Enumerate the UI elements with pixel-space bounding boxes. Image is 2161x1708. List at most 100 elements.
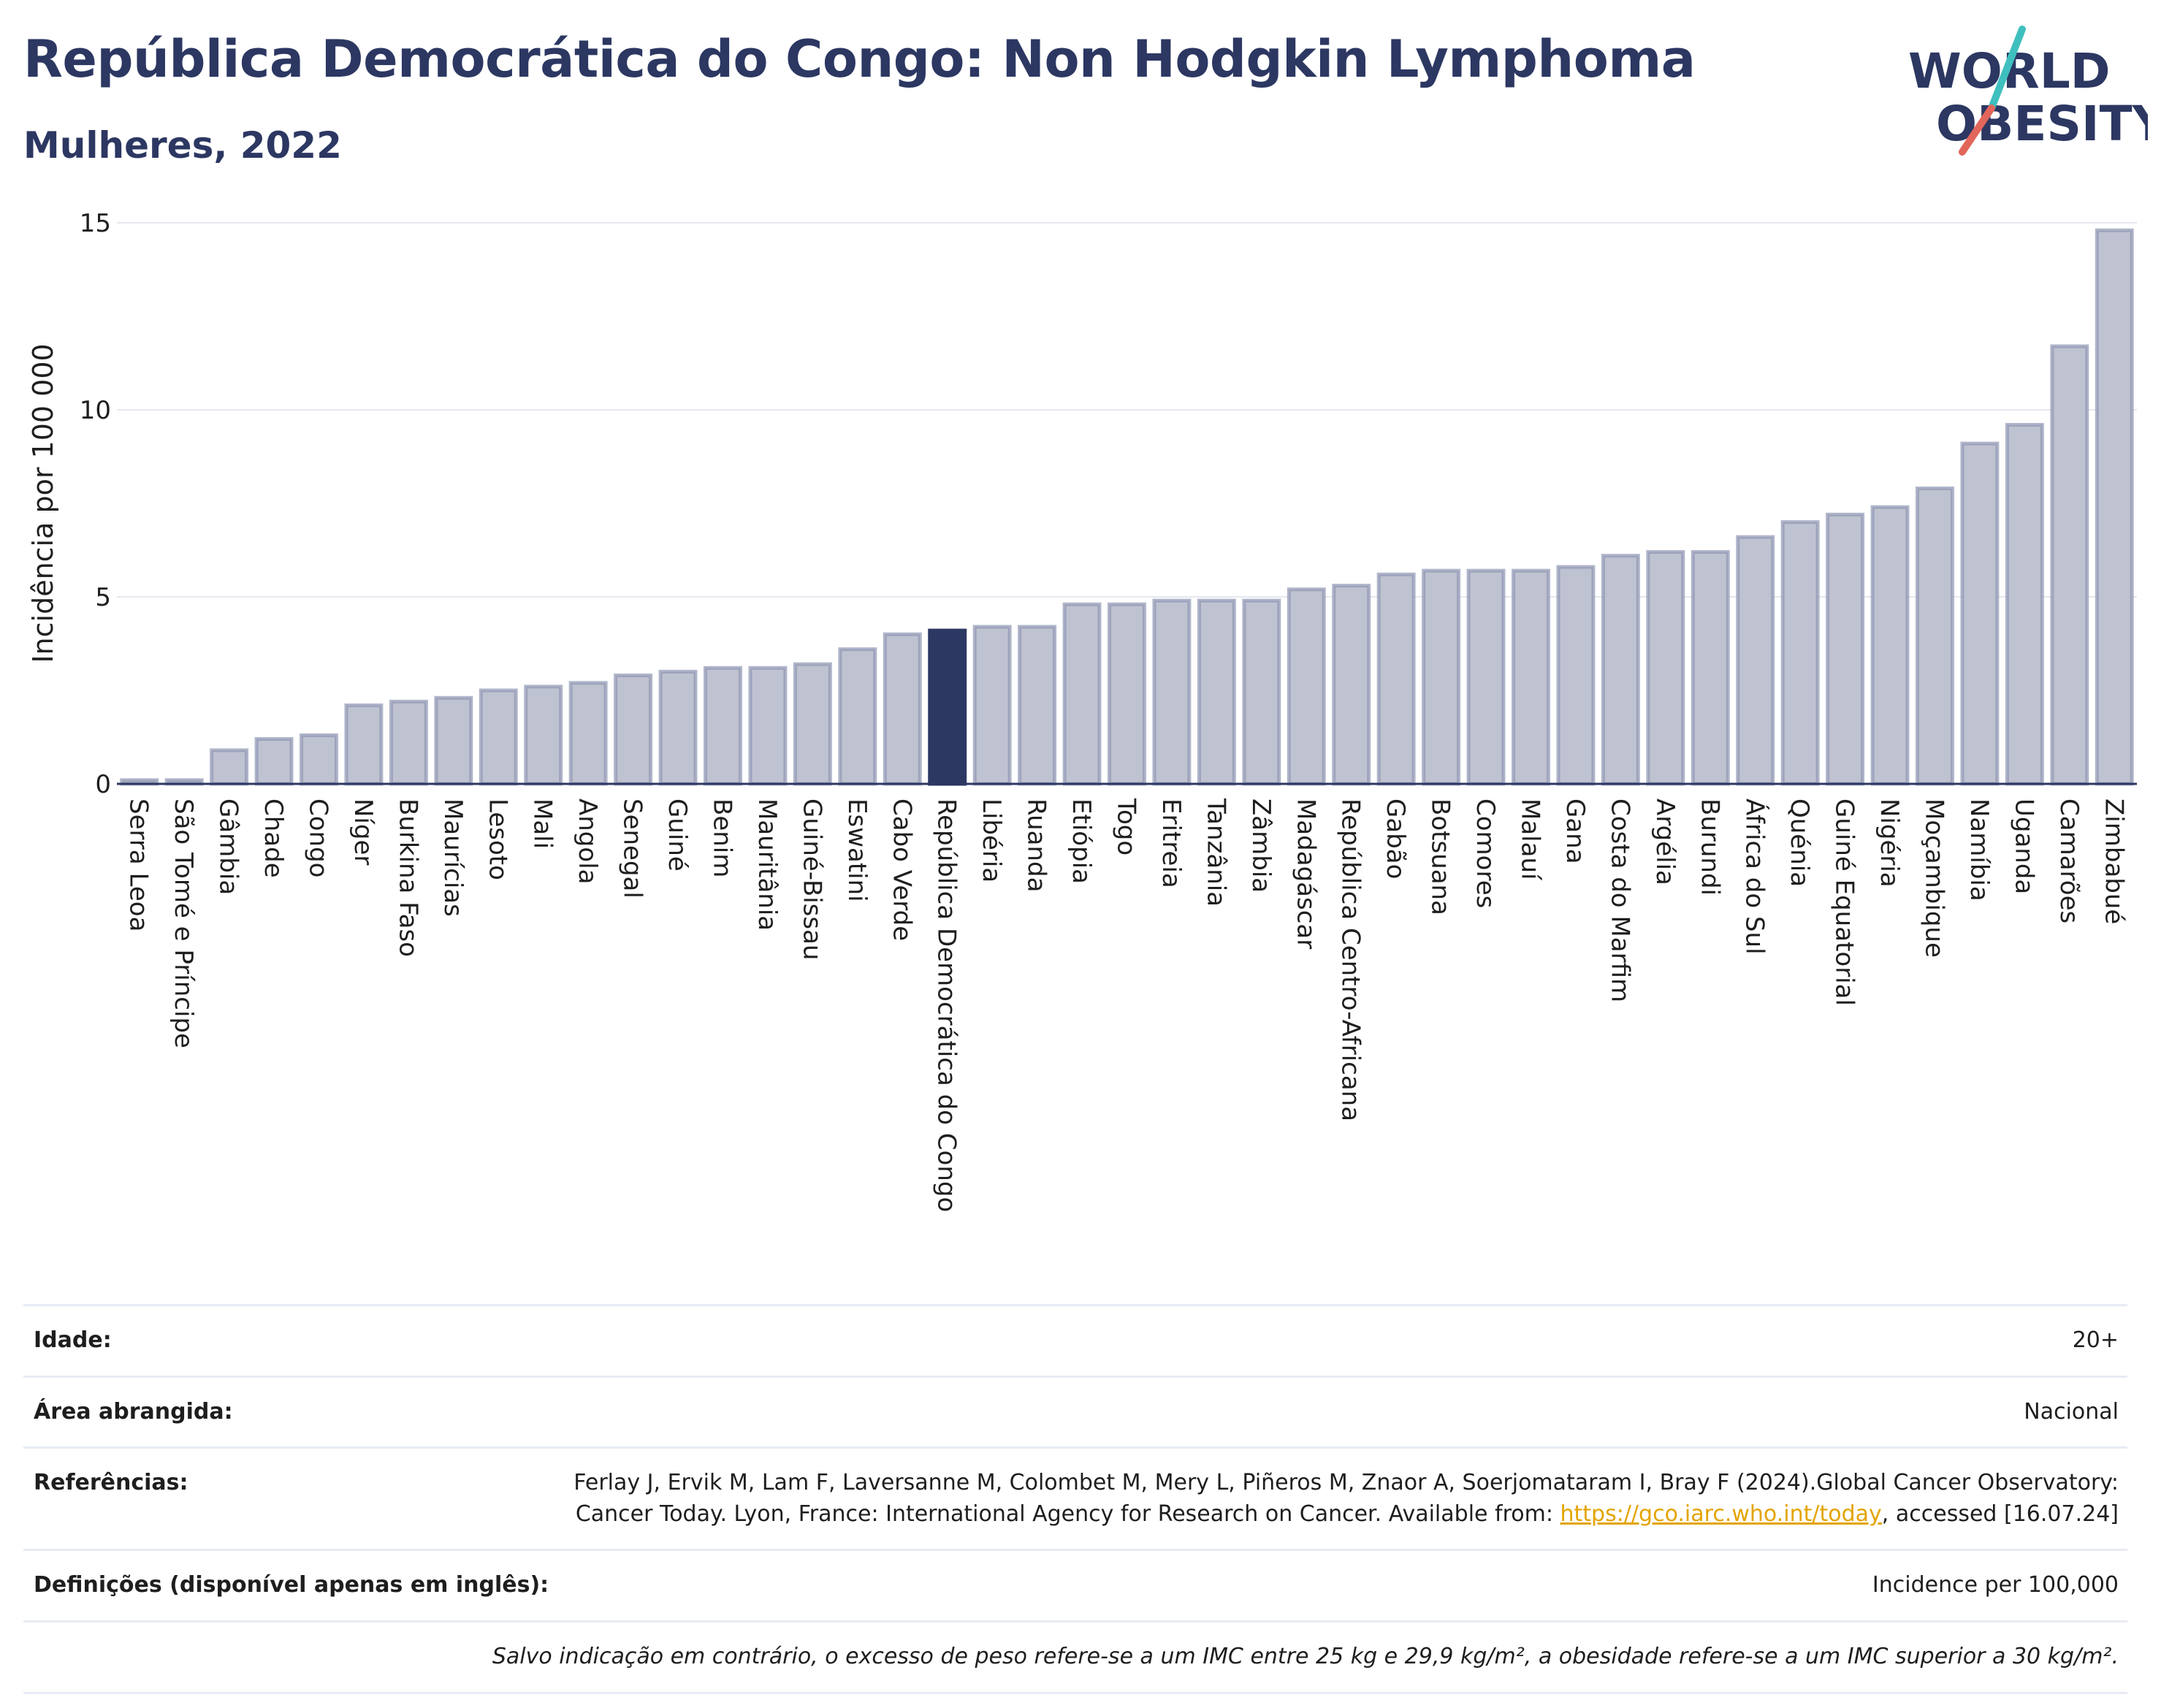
info-row-area: Área abrangida: Nacional: [23, 1375, 2127, 1447]
chart-subtitle: Mulheres, 2022: [23, 124, 342, 167]
logo-slash-teal: [1988, 26, 2026, 112]
bar: [658, 669, 698, 786]
bar: [1870, 505, 1910, 786]
bar: [1646, 550, 1685, 786]
bar: [254, 737, 294, 786]
x-tick-label: Gabão: [1381, 798, 1410, 879]
bar: [614, 674, 653, 786]
x-tick-label: República Democrática do Congo: [932, 798, 961, 1212]
bar: [1242, 598, 1281, 786]
bar-chart: 0 5 10 15 Incidência por 100 000 Serra Leoa Sã…: [27, 209, 2137, 1212]
x-tick-label: Burkina Faso: [393, 798, 422, 957]
x-tick-label: Zâmbia: [1246, 798, 1276, 893]
x-tick-label: Argélia: [1650, 798, 1680, 885]
x-tick-label: Guiné: [663, 798, 692, 872]
x-tick-label: São Tomé e Príncipe: [169, 798, 198, 1048]
bar: [2050, 344, 2089, 786]
x-tick-label: Togo: [1112, 798, 1141, 855]
x-tick-label: Costa do Marfim: [1605, 798, 1634, 1002]
bar: [1826, 512, 1865, 786]
x-tick-label: Maurícias: [438, 798, 468, 917]
x-tick-label: Serra Leoa: [124, 798, 153, 931]
references-value: Ferlay J, Ervik M, Lam F, Laversanne M, …: [548, 1468, 2119, 1530]
x-tick-label: Ruanda: [1022, 798, 1051, 892]
bar: [568, 681, 608, 786]
x-tick-label: Chade: [259, 798, 288, 878]
bar: [434, 695, 473, 786]
x-tick-label: Guiné-Bissau: [797, 798, 826, 960]
bar: [1062, 602, 1102, 786]
bar: [1691, 550, 1730, 786]
x-tick-label: Botsuana: [1426, 798, 1455, 915]
bar: [1332, 584, 1371, 786]
age-value: 20+: [2072, 1327, 2119, 1353]
references-link[interactable]: https://gco.iarc.who.int/today: [1560, 1501, 1882, 1527]
x-tick-label: Senegal: [618, 798, 647, 899]
x-tick-label: Eswatini: [842, 798, 872, 902]
x-tick-label: Etiópia: [1067, 798, 1096, 884]
x-tick-label: Madagáscar: [1291, 798, 1320, 949]
definitions-value: Incidence per 100,000: [1872, 1572, 2119, 1598]
info-row-age: Idade: 20+: [23, 1304, 2127, 1376]
area-value: Nacional: [2024, 1398, 2119, 1425]
bar: [2095, 228, 2134, 786]
info-row-note: Salvo indicação em contrário, o excesso …: [23, 1620, 2127, 1694]
references-label: Referências:: [34, 1470, 188, 1496]
x-tick-label: Burundi: [1695, 798, 1724, 896]
bar: [1197, 598, 1236, 786]
x-tick-label: Mauritânia: [752, 798, 782, 931]
logo-slash-red: [1959, 104, 1995, 156]
age-label: Idade:: [34, 1327, 112, 1353]
bar: [344, 703, 384, 786]
bar: [704, 666, 742, 786]
x-tick-label: Libéria: [977, 798, 1006, 882]
x-tick-label: Tanzânia: [1201, 798, 1230, 907]
bar: [1422, 568, 1461, 786]
info-row-definitions: Definições (disponível apenas em inglês)…: [23, 1549, 2127, 1620]
x-tick-label: Zimbabué: [2099, 798, 2128, 924]
bar: [1960, 441, 2000, 786]
bar: [524, 685, 563, 786]
bar: [389, 699, 428, 786]
x-tick-label: África do Sul: [1740, 798, 1770, 955]
bar: [972, 625, 1012, 786]
y-tick-label: 0: [95, 770, 111, 799]
y-tick-label: 5: [95, 583, 111, 612]
x-tick-label: Malauí: [1516, 798, 1545, 881]
bar: [210, 748, 249, 786]
references-tail: , accessed [16.07.24]: [1881, 1501, 2119, 1527]
chart-title: República Democrática do Congo: Non Hodg…: [23, 29, 1696, 89]
bar: [1780, 520, 1820, 786]
x-tick-label: Camarões: [2054, 798, 2084, 923]
world-obesity-logo: WORLD OBESITY: [1908, 26, 2148, 156]
info-table: Idade: 20+ Área abrangida: Nacional Refe…: [23, 1304, 2127, 1694]
x-tick-label: Lesoto: [483, 798, 512, 880]
x-tick-label: Eritreia: [1156, 798, 1186, 888]
bar: [2005, 422, 2044, 786]
bar: [1152, 598, 1192, 786]
x-tick-label: Congo: [304, 798, 333, 877]
x-tick-label: Níger: [348, 798, 378, 865]
bar: [748, 666, 788, 786]
bar: [838, 647, 877, 786]
bar: [1512, 568, 1550, 786]
references-text: Ferlay J, Ervik M, Lam F, Laversanne M, …: [573, 1470, 2119, 1527]
x-tick-label: República Centro-Africana: [1336, 798, 1365, 1121]
y-tick-label: 15: [80, 209, 111, 238]
x-tick-label: Uganda: [2009, 798, 2038, 894]
x-tick-label: Angola: [573, 798, 602, 884]
bar: [883, 632, 922, 786]
x-tick-label: Benim: [708, 798, 737, 877]
bar: [793, 662, 832, 786]
bar: [928, 628, 967, 786]
x-tick-label: Gâmbia: [214, 798, 243, 895]
y-tick-label: 10: [80, 396, 111, 425]
x-tick-label: Comores: [1471, 798, 1500, 908]
bar: [1556, 565, 1596, 786]
bar: [1108, 602, 1146, 786]
footnote: Salvo indicação em contrário, o excesso …: [492, 1643, 2119, 1669]
x-tick-label: Mali: [528, 798, 557, 849]
bar: [1466, 568, 1506, 786]
x-tick-label: Gana: [1560, 798, 1590, 864]
info-row-references: Referências: Ferlay J, Ervik M, Lam F, L…: [23, 1446, 2127, 1549]
